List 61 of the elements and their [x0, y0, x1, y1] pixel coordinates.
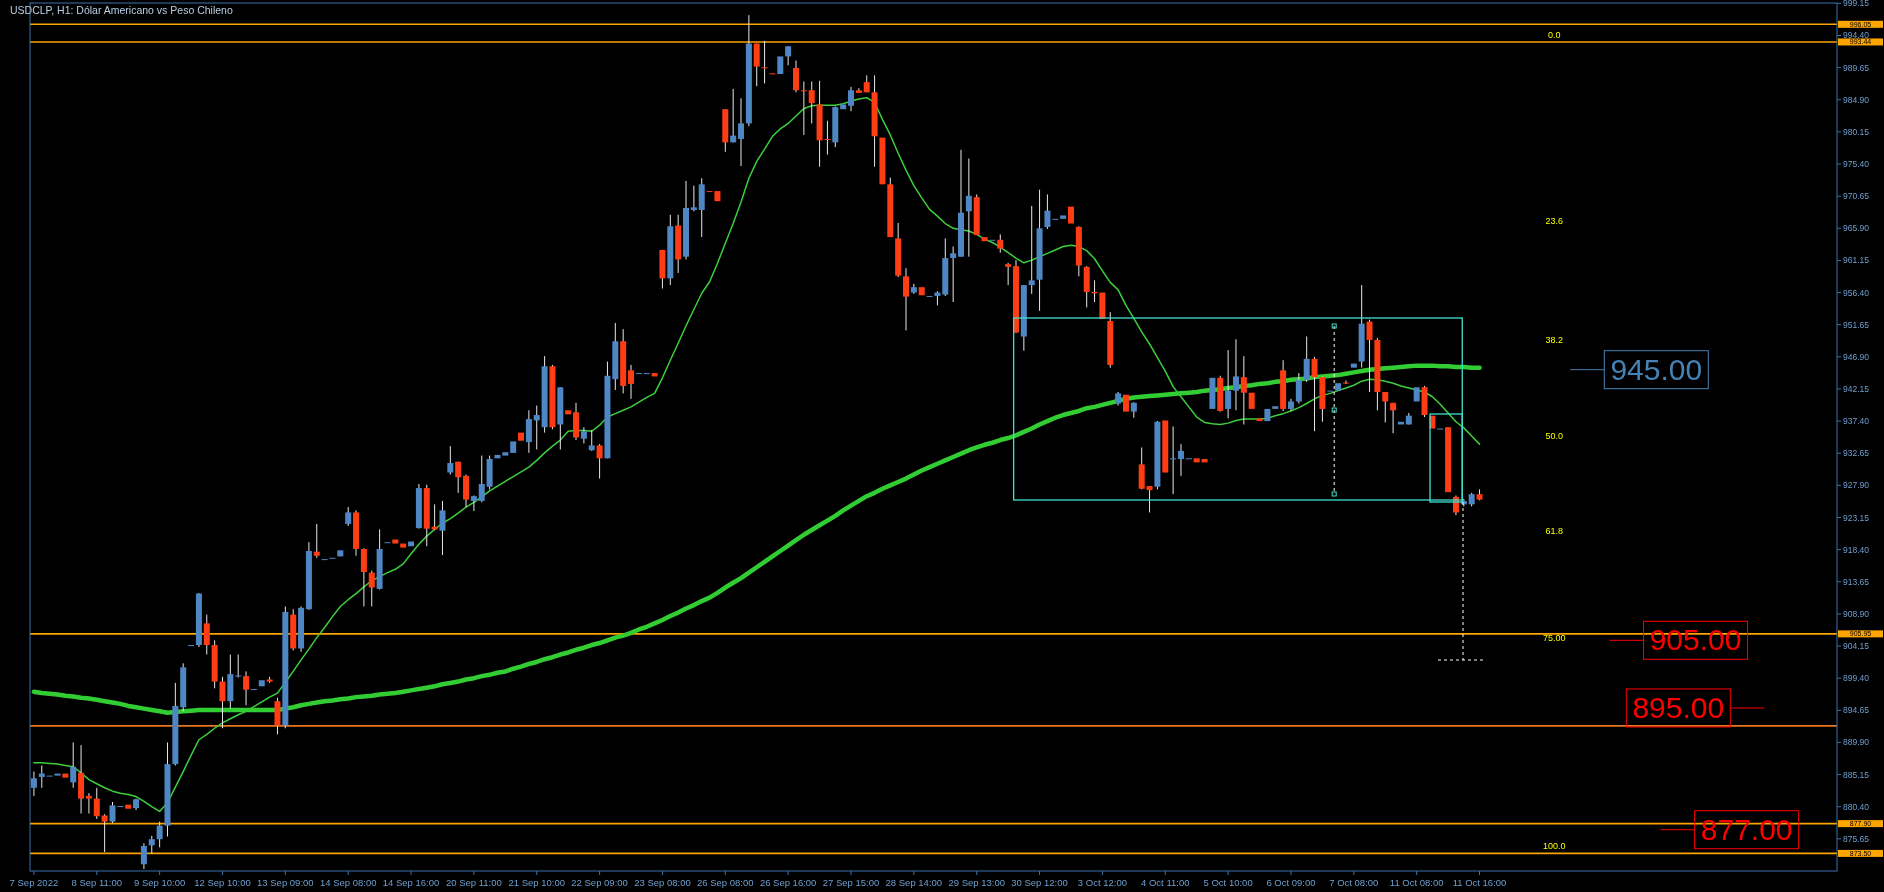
- x-tick-label: 26 Sep 16:00: [759, 877, 817, 888]
- x-tick-label: 22 Sep 09:00: [571, 877, 628, 888]
- y-tick-label: 961.15: [1843, 255, 1870, 266]
- y-tick-label: 889.90: [1843, 737, 1870, 748]
- y-tick-label: 875.65: [1843, 833, 1870, 844]
- x-tick-label: 9 Sep 10:00: [134, 877, 186, 888]
- annotation: 61.8: [1545, 526, 1563, 536]
- x-tick-label: 8 Sep 11:00: [71, 877, 123, 888]
- y-tick-label: 923.15: [1843, 512, 1870, 523]
- x-tick-label: 14 Sep 08:00: [319, 877, 377, 888]
- x-tick-label: 13 Sep 09:00: [257, 877, 314, 888]
- y-tick-label: 899.40: [1843, 673, 1870, 684]
- x-tick-label: 21 Sep 10:00: [508, 877, 566, 888]
- y-tick-label: 927.90: [1843, 480, 1870, 491]
- y-tick-label: 932.65: [1843, 448, 1870, 459]
- y-tick-label: 999.15: [1843, 0, 1870, 9]
- ref-line-label: 945.00: [1610, 352, 1703, 386]
- y-tick-label: 984.90: [1843, 94, 1870, 105]
- x-tick-label: 30 Sep 12:00: [1011, 877, 1068, 888]
- y-tick-label: 965.90: [1843, 223, 1870, 234]
- y-tick-label: 885.15: [1843, 769, 1870, 780]
- x-tick-label: 14 Sep 16:00: [382, 877, 440, 888]
- x-tick-label: 27 Sep 15:00: [822, 877, 880, 888]
- x-tick-label: 26 Sep 08:00: [697, 877, 754, 888]
- chart-title: USDCLP, H1: Dólar Americano vs Peso Chileno: [10, 4, 233, 16]
- ref-line-label: 895.00: [1632, 690, 1725, 724]
- x-tick-label: 7 Sep 2022: [9, 877, 59, 888]
- y-tick-label: 904.15: [1843, 641, 1870, 652]
- x-tick-label: 20 Sep 11:00: [445, 877, 502, 888]
- x-tick-label: 23 Sep 08:00: [634, 877, 691, 888]
- annotation: 100.0: [1542, 841, 1566, 852]
- y-tick-label: 880.40: [1843, 801, 1870, 812]
- y-tick-label: 946.90: [1843, 351, 1870, 362]
- y-tick-label: 913.65: [1843, 576, 1870, 587]
- y-tick-label: 942.15: [1843, 383, 1870, 394]
- y-tick-label: 994.40: [1843, 30, 1870, 41]
- x-tick-label: 12 Sep 10:00: [194, 877, 251, 888]
- x-tick-label: 11 Oct 16:00: [1452, 877, 1507, 888]
- y-tick-label: 894.65: [1843, 705, 1870, 716]
- x-tick-label: 28 Sep 14:00: [885, 877, 943, 888]
- y-tick-label: 918.40: [1843, 544, 1870, 555]
- x-tick-label: 4 Oct 11:00: [1141, 877, 1190, 888]
- annotation: 23.6: [1545, 216, 1563, 226]
- y-tick-label: 937.40: [1843, 416, 1870, 427]
- y-tick-label: 980.15: [1843, 126, 1870, 137]
- x-tick-label: 6 Oct 09:00: [1266, 877, 1316, 888]
- x-tick-label: 7 Oct 08:00: [1329, 877, 1379, 888]
- x-tick-label: 3 Oct 12:00: [1077, 877, 1127, 888]
- annotation: 50.0: [1545, 431, 1563, 441]
- y-tick-label: 975.40: [1843, 159, 1870, 170]
- y-tick-label: 951.65: [1843, 319, 1870, 330]
- x-tick-label: 29 Sep 13:00: [948, 877, 1005, 888]
- x-tick-label: 5 Oct 10:00: [1203, 877, 1253, 888]
- y-tick-label: 970.65: [1843, 191, 1870, 202]
- annotation: 0.0: [1547, 29, 1561, 40]
- y-tick-label: 908.90: [1843, 608, 1870, 619]
- y-tick-label: 956.40: [1843, 287, 1870, 298]
- annotation: 75.00: [1542, 633, 1566, 643]
- x-tick-label: 11 Oct 08:00: [1389, 877, 1444, 888]
- annotation: 38.2: [1545, 335, 1563, 345]
- y-tick-label: 989.65: [1843, 62, 1870, 73]
